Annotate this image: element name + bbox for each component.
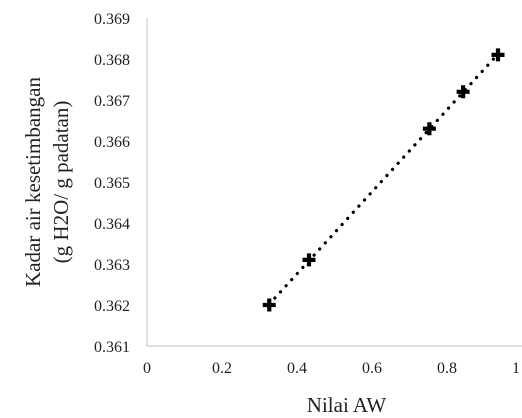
y-axis-title-line2: (g H2O/ g padatan) — [49, 101, 73, 264]
x-tick-label: 0.8 — [437, 360, 457, 377]
data-point-marker — [302, 253, 316, 267]
y-tick-label: 0.368 — [94, 52, 130, 69]
y-tick-label: 0.366 — [94, 134, 130, 151]
y-tick-label: 0.364 — [94, 216, 130, 233]
x-tick-label: 0.2 — [212, 360, 232, 377]
x-axis-title: Nilai AW — [307, 393, 387, 417]
trendline — [267, 52, 500, 306]
y-axis-title-line1: Kadar air kesetimbangan — [21, 77, 45, 287]
x-tick-label: 0 — [143, 360, 151, 377]
x-tick-label: 1 — [512, 360, 520, 377]
x-tick-label: 0.6 — [362, 360, 382, 377]
y-tick-label: 0.367 — [94, 93, 130, 110]
data-point-marker — [456, 85, 470, 99]
data-point-marker — [262, 298, 276, 312]
y-tick-label: 0.361 — [94, 339, 130, 356]
x-tick-label: 0.4 — [287, 360, 307, 377]
y-tick-label: 0.363 — [94, 257, 130, 274]
y-tick-label: 0.362 — [94, 298, 130, 315]
y-tick-label: 0.365 — [94, 175, 130, 192]
y-tick-label: 0.369 — [94, 11, 130, 28]
data-point-marker — [422, 122, 436, 136]
data-point-marker — [491, 48, 505, 62]
